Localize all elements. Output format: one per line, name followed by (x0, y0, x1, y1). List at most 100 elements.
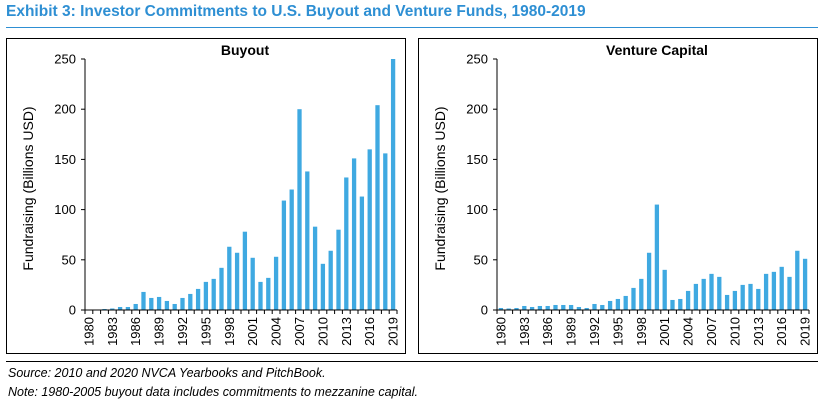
bar-1989 (568, 304, 574, 310)
title-rule (6, 27, 818, 28)
bar-1997 (219, 267, 224, 310)
bar-2004 (273, 256, 279, 310)
bar-2013 (344, 177, 349, 310)
x-tick-label: 2019 (798, 317, 813, 346)
bar-1987 (141, 291, 146, 310)
y-tick-label: 0 (69, 303, 76, 318)
bar-2002 (258, 281, 263, 310)
x-tick-label: 1989 (564, 317, 579, 346)
x-tick-label: 2007 (292, 317, 307, 346)
bar-2008 (305, 171, 310, 310)
x-tick-label: 1998 (634, 317, 649, 346)
bar-1989 (156, 296, 162, 310)
x-tick-label: 2007 (704, 317, 719, 346)
bar-1999 (234, 252, 240, 310)
bar-2001 (662, 269, 667, 310)
x-tick-label: 2016 (774, 317, 789, 346)
x-tick-label: 2001 (245, 317, 260, 346)
bar-2010 (732, 290, 738, 310)
bar-2019 (390, 59, 396, 310)
x-tick-label: 1983 (517, 317, 532, 346)
y-axis-label: Fundraising (Billions USD) (432, 106, 448, 270)
x-tick-label: 1992 (175, 317, 190, 346)
y-axis-label: Fundraising (Billions USD) (20, 106, 36, 270)
x-tick-label: 2010 (727, 317, 742, 346)
bar-1994 (195, 288, 201, 310)
y-tick-label: 100 (54, 202, 76, 217)
x-tick-label: 2013 (751, 317, 766, 346)
bar-1991 (584, 307, 589, 310)
bar-1992 (180, 297, 185, 310)
bar-2008 (717, 276, 722, 310)
y-tick-label: 100 (466, 202, 488, 217)
bar-2007 (297, 109, 302, 310)
x-tick-label: 2004 (269, 317, 284, 346)
y-tick-label: 200 (54, 102, 76, 117)
bar-2012 (336, 229, 341, 310)
x-tick-label: 1986 (540, 317, 555, 346)
bar-2001 (250, 257, 255, 310)
bar-2011 (740, 284, 745, 310)
bar-2003 (266, 277, 271, 310)
bar-1999 (646, 252, 652, 310)
bar-1990 (164, 300, 170, 310)
bar-1993 (188, 293, 193, 310)
bar-2019 (802, 258, 808, 310)
data-note: Note: 1980-2005 buyout data includes com… (8, 385, 418, 399)
x-tick-label: 1980 (81, 317, 96, 346)
chart-title: Venture Capital (606, 42, 708, 58)
venture-chart-panel: Venture Capital Fundraising (Billions USD… (418, 38, 818, 354)
bar-1981 (506, 308, 511, 310)
x-tick-label: 1989 (152, 317, 167, 346)
bar-1991 (172, 303, 177, 310)
bar-2010 (320, 263, 326, 310)
x-tick-label: 1980 (493, 317, 508, 346)
y-tick-label: 150 (466, 152, 488, 167)
x-tick-label: 1995 (198, 317, 213, 346)
y-tick-label: 250 (54, 52, 76, 67)
x-tick-label: 1986 (128, 317, 143, 346)
bar-1988 (149, 297, 154, 310)
bar-2017 (375, 105, 380, 311)
bar-1997 (631, 287, 636, 310)
bar-2018 (795, 250, 800, 310)
bar-2012 (748, 283, 753, 310)
bar-1998 (227, 246, 232, 310)
bar-2016 (779, 266, 784, 310)
x-tick-label: 1998 (222, 317, 237, 346)
bar-2011 (328, 250, 333, 310)
bar-1990 (576, 306, 582, 310)
bar-2009 (312, 226, 318, 310)
bar-1993 (600, 304, 605, 310)
bar-1996 (623, 295, 628, 310)
bar-1980 (498, 307, 504, 310)
bar-2018 (383, 153, 388, 310)
bar-1985 (537, 305, 543, 310)
bar-1994 (607, 300, 613, 310)
x-tick-label: 1995 (610, 317, 625, 346)
y-tick-label: 0 (481, 303, 488, 318)
y-tick-label: 150 (54, 152, 76, 167)
bar-1984 (529, 306, 535, 310)
x-tick-label: 2016 (362, 317, 377, 346)
bar-2017 (787, 276, 792, 310)
bar-1983 (110, 308, 115, 310)
bar-2004 (685, 290, 691, 310)
bar-2013 (756, 288, 761, 310)
bar-2002 (670, 299, 675, 310)
bar-2014 (351, 158, 357, 310)
footnote-rule (6, 361, 818, 362)
bar-2005 (281, 200, 287, 310)
source-note: Source: 2010 and 2020 NVCA Yearbooks and… (8, 366, 326, 380)
x-tick-label: 2010 (315, 317, 330, 346)
chart-title: Buyout (221, 42, 270, 58)
bar-1995 (203, 281, 209, 310)
x-tick-label: 2019 (386, 317, 401, 346)
exhibit-title: Exhibit 3: Investor Commitments to U.S. … (6, 3, 586, 20)
venture-chart: Venture Capital Fundraising (Billions USD… (432, 42, 813, 346)
x-tick-label: 1992 (587, 317, 602, 346)
bar-1984 (117, 306, 123, 310)
bar-1992 (592, 303, 597, 310)
bar-2009 (724, 294, 730, 310)
buyout-chart: Buyout Fundraising (Billions USD) 0 50 100 15… (20, 42, 401, 346)
